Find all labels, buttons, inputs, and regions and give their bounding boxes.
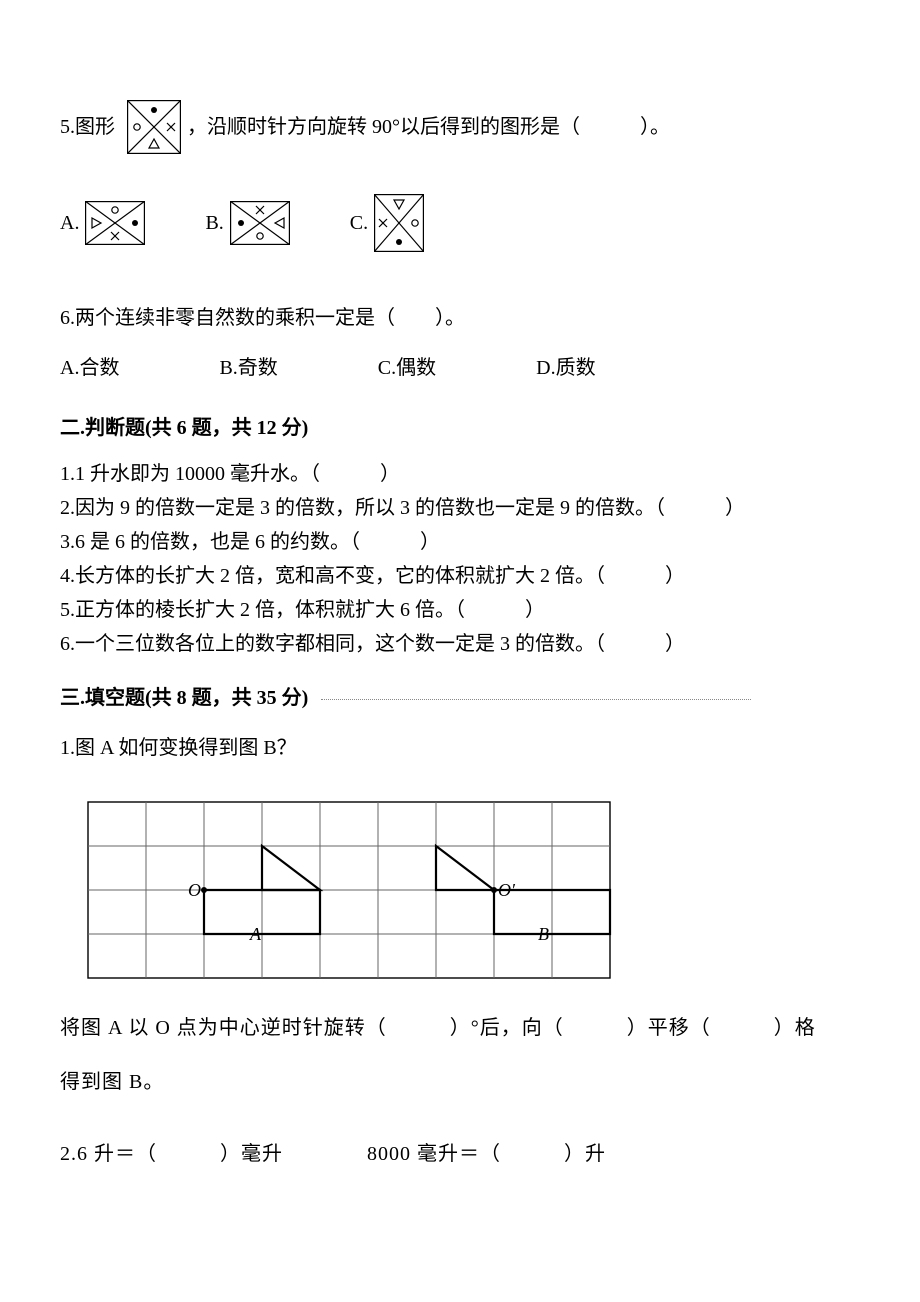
section-2-header: 二.判断题(共 6 题，共 12 分) <box>60 412 860 444</box>
q5-option-c-label: C. <box>350 207 368 239</box>
q6-option-b: B.奇数 <box>219 352 277 384</box>
q5-option-a: A. <box>60 201 145 245</box>
sec2-item-5: 5.正方体的棱长扩大 2 倍，体积就扩大 6 倍。（ ） <box>60 594 860 626</box>
q5-main-figure <box>127 100 181 154</box>
sec3-q1-prompt: 1.图 A 如何变换得到图 B？ <box>60 732 860 764</box>
section-3-header: 三.填空题(共 8 题，共 35 分) <box>60 682 860 714</box>
svg-text:O′: O′ <box>498 880 516 900</box>
sec2-item-2: 2.因为 9 的倍数一定是 3 的倍数，所以 3 的倍数也一定是 9 的倍数。（… <box>60 492 860 524</box>
q6-option-d: D.质数 <box>536 352 595 384</box>
q5-option-a-figure <box>85 201 145 245</box>
q5-suffix: ，沿顺时针方向旋转 90°以后得到的图形是（ ）。 <box>187 111 670 143</box>
dotted-underline <box>321 698 751 700</box>
svg-text:O: O <box>188 880 201 900</box>
q6-options-row: A.合数 B.奇数 C.偶数 D.质数 <box>60 352 860 384</box>
sec2-item-3: 3.6 是 6 的倍数，也是 6 的约数。（ ） <box>60 526 860 558</box>
sec3-q2: 2.6 升＝（ ）毫升 8000 毫升＝（ ）升 <box>60 1138 860 1170</box>
svg-text:B: B <box>538 924 549 944</box>
q6-option-c: C.偶数 <box>378 352 436 384</box>
q5-main-svg <box>127 100 181 154</box>
sec2-item-6: 6.一个三位数各位上的数字都相同，这个数一定是 3 的倍数。（ ） <box>60 628 860 660</box>
sec3-q1-line1: 将图 A 以 O 点为中心逆时针旋转（ ）°后，向（ ）平移（ ）格 <box>60 1012 860 1044</box>
svg-text:A: A <box>249 924 262 944</box>
q6-option-a: A.合数 <box>60 352 119 384</box>
sec2-item-1: 1.1 升水即为 10000 毫升水。（ ） <box>60 458 860 490</box>
sec3-q1-figure: O A O′ B <box>60 792 860 982</box>
sec3-q1-line2: 得到图 B。 <box>60 1066 860 1098</box>
question-6: 6.两个连续非零自然数的乘积一定是（ ）。 A.合数 B.奇数 C.偶数 D.质… <box>60 302 860 384</box>
q5-option-b-label: B. <box>205 207 223 239</box>
q5-prefix: 5.图形 <box>60 111 115 143</box>
sec2-item-4: 4.长方体的长扩大 2 倍，宽和高不变，它的体积就扩大 2 倍。（ ） <box>60 560 860 592</box>
q5-option-b-figure <box>230 201 290 245</box>
q5-option-c: C. <box>350 194 424 252</box>
q6-stem: 6.两个连续非零自然数的乘积一定是（ ）。 <box>60 302 860 334</box>
section-3-header-text: 三.填空题(共 8 题，共 35 分) <box>60 687 308 709</box>
q5-options-row: A. B. C. <box>60 194 860 252</box>
section-2-items: 1.1 升水即为 10000 毫升水。（ ） 2.因为 9 的倍数一定是 3 的… <box>60 458 860 660</box>
q5-option-a-label: A. <box>60 207 79 239</box>
question-5: 5.图形 ，沿顺时针方向旋转 90°以后得到的图形是（ ）。 <box>60 100 860 154</box>
q5-option-b: B. <box>205 201 289 245</box>
q5-option-c-figure <box>374 194 424 252</box>
grid-svg: O A O′ B <box>60 792 640 982</box>
